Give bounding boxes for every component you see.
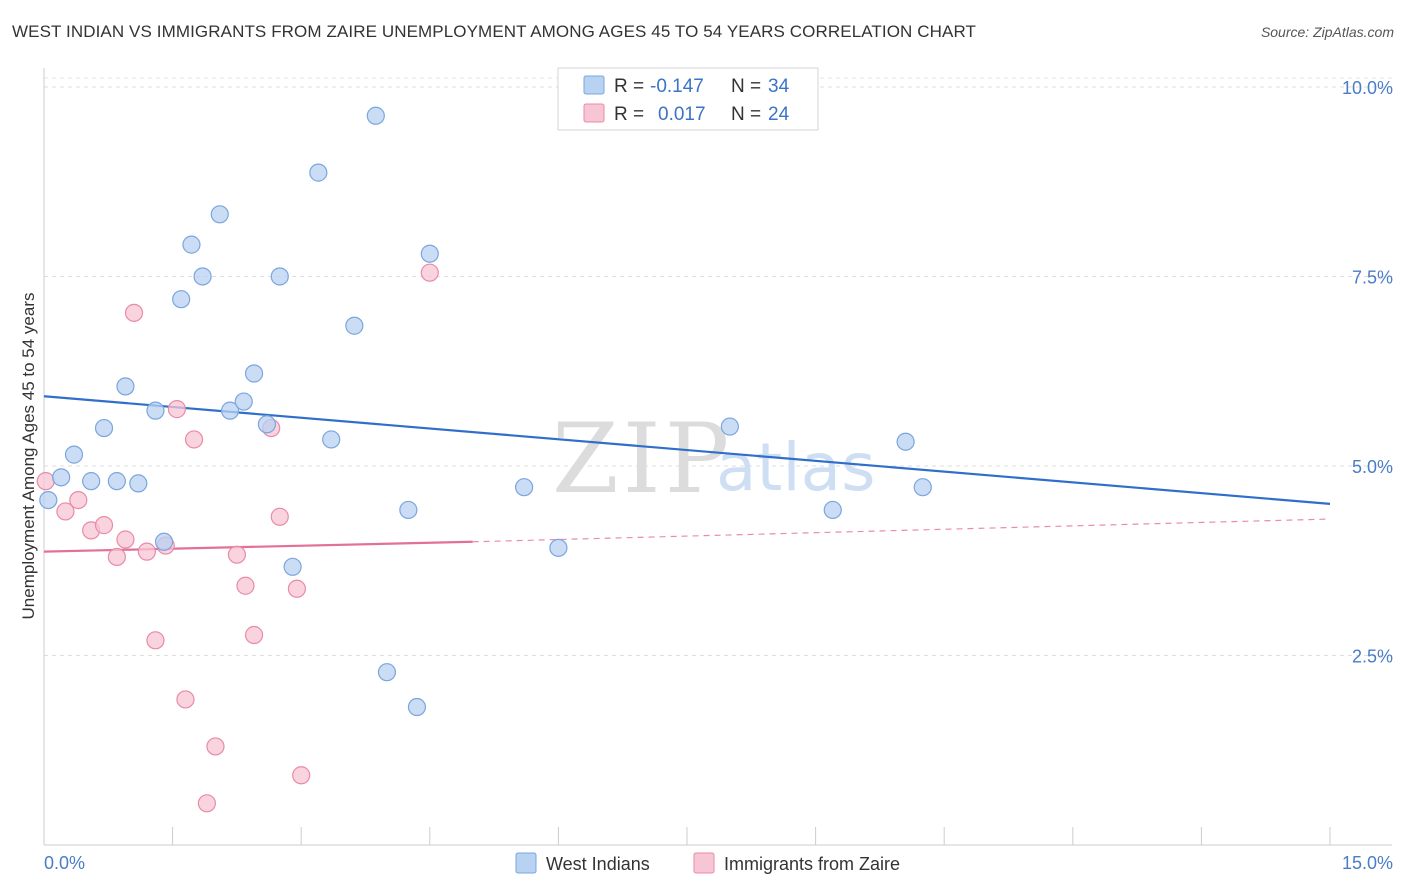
west-indian-point-25 — [399, 500, 418, 520]
trend-line-west-indians — [43, 395, 1331, 505]
legend-n-value-2: 24 — [768, 104, 790, 125]
data-points — [36, 106, 932, 813]
legend-n-value-1: 34 — [768, 76, 790, 97]
zaire-point-17 — [236, 576, 255, 595]
west-indian-point-13 — [210, 205, 229, 224]
west-indian-point-28 — [515, 478, 534, 497]
bottom-legend-label-2: Immigrants from Zaire — [724, 854, 900, 874]
legend-n-label-1: N = — [731, 76, 761, 97]
zaire-point-9 — [146, 631, 165, 650]
legend-swatch-blue — [583, 75, 605, 95]
legend-r-label-1: R = — [614, 76, 644, 97]
trend-line-immigrants-from-zaire — [43, 540, 473, 553]
west-indian-point-14 — [220, 401, 240, 420]
zaire-point-18 — [244, 625, 264, 645]
zaire-point-11 — [167, 400, 186, 419]
chart-title: WEST INDIAN VS IMMIGRANTS FROM ZAIRE UNE… — [12, 22, 976, 41]
west-indian-point-2 — [64, 445, 84, 464]
y-tick-label-2: 7.5% — [1352, 267, 1393, 287]
west-indian-point-7 — [129, 474, 148, 493]
y-tick-label-3: 10.0% — [1342, 78, 1393, 98]
bottom-legend-swatch-pink — [693, 852, 715, 874]
watermark-zip: ZIP — [552, 403, 733, 515]
correlation-legend: R = -0.147 N = 34 R = 0.017 N = 24 — [557, 67, 819, 131]
west-indian-point-1 — [52, 468, 71, 487]
legend-r-label-2: R = — [614, 104, 644, 125]
x-tick-label-0: 0.0% — [44, 853, 85, 873]
y-tick-label-0: 2.5% — [1352, 646, 1393, 666]
west-indian-point-3 — [82, 472, 101, 491]
axes — [43, 68, 1392, 846]
zaire-point-4 — [94, 516, 114, 535]
zaire-point-16 — [227, 545, 246, 564]
watermark-atlas: atlas — [716, 429, 876, 506]
zaire-point-0 — [36, 472, 55, 491]
west-indian-point-27 — [420, 244, 439, 263]
zaire-point-1 — [56, 502, 75, 521]
zaire-point-13 — [184, 430, 204, 449]
west-indian-point-4 — [94, 418, 114, 438]
legend-r-value-2: 0.017 — [658, 104, 706, 125]
zaire-point-12 — [176, 690, 195, 709]
y-tick-label-1: 5.0% — [1352, 457, 1393, 477]
west-indian-point-9 — [154, 532, 174, 551]
source-label: Source: ZipAtlas.com — [1260, 24, 1394, 40]
zaire-point-23 — [420, 263, 439, 282]
west-indian-point-15 — [244, 364, 264, 383]
y-tick-labels: 2.5% 5.0% 7.5% 10.0% — [1342, 78, 1393, 667]
legend-swatch-pink — [583, 103, 605, 123]
west-indian-point-5 — [107, 472, 126, 491]
west-indian-point-16 — [234, 392, 253, 411]
legend-n-label-2: N = — [731, 104, 761, 125]
zaire-point-6 — [116, 530, 135, 549]
legend-r-value-1: -0.147 — [650, 76, 704, 97]
bottom-legend-swatch-blue — [515, 852, 537, 874]
west-indian-point-31 — [823, 500, 842, 520]
west-indian-point-22 — [345, 316, 364, 335]
zaire-point-20 — [270, 507, 289, 526]
west-indian-point-32 — [896, 432, 915, 451]
zaire-point-5 — [107, 547, 126, 567]
y-axis-label: Unemployment Among Ages 45 to 54 years — [19, 293, 38, 620]
zaire-point-21 — [287, 579, 307, 598]
west-indian-point-17 — [257, 415, 277, 434]
west-indian-point-19 — [283, 557, 302, 576]
west-indian-point-11 — [182, 235, 201, 254]
series-legend: West Indians Immigrants from Zaire — [515, 852, 900, 874]
west-indian-point-23 — [366, 106, 385, 125]
west-indian-point-33 — [913, 478, 932, 497]
zaire-point-14 — [197, 794, 216, 813]
west-indian-point-6 — [116, 377, 135, 396]
zaire-point-7 — [124, 303, 144, 322]
x-tick-labels: 0.0% 15.0% — [44, 853, 1393, 873]
x-tick-label-1: 15.0% — [1342, 853, 1393, 873]
zaire-point-8 — [137, 542, 156, 561]
zaire-point-2 — [69, 490, 88, 510]
bottom-legend-label-1: West Indians — [546, 854, 650, 874]
west-indian-point-18 — [270, 267, 289, 286]
west-indian-point-26 — [407, 697, 427, 717]
west-indian-point-20 — [309, 163, 328, 182]
west-indian-point-24 — [377, 663, 397, 682]
zaire-point-22 — [292, 766, 311, 785]
west-indian-point-8 — [146, 401, 165, 420]
west-indian-point-29 — [549, 538, 568, 557]
west-indian-point-10 — [172, 290, 191, 309]
west-indian-point-12 — [193, 267, 212, 286]
trend-line-immigrants-from-zaire-extension — [472, 518, 1331, 543]
west-indian-point-21 — [322, 430, 341, 449]
grid-lines — [44, 77, 1392, 656]
west-indian-point-0 — [39, 490, 58, 510]
west-indian-point-30 — [720, 417, 739, 436]
zaire-point-15 — [206, 737, 225, 756]
